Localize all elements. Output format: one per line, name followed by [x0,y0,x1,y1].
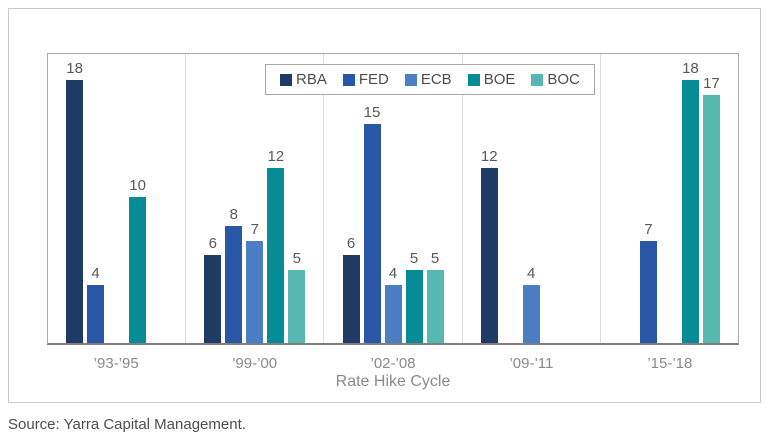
bar-group-4: 12 4 [463,54,601,343]
legend-item-boc: BOC [531,72,580,87]
bar-slots: 7 18 17 [601,54,738,343]
bar-value-label: 4 [91,265,100,282]
legend-swatch-boc [531,73,544,86]
legend-item-fed: FED [342,71,389,88]
bar-slot-ecb [108,54,125,343]
bar-slots: 18 4 10 [48,54,185,343]
legend-swatch-fed [342,73,355,86]
bar-value-label: 7 [644,221,653,238]
bar-boe-5 [681,80,699,343]
x-tick-4: ’09-’11 [509,355,554,372]
legend-swatch-rba [280,73,292,86]
bar-slot-rba: 18 [66,54,84,343]
bar-ecb-2 [246,241,264,343]
bar-slot-rba: 12 [480,54,498,343]
bar-slot-boe: 5 [405,54,423,343]
bar-value-label: 12 [480,148,498,165]
x-axis-title: Rate Hike Cycle [335,373,451,390]
bar-slot-fed: 15 [363,54,381,343]
x-tick-2: ’99-’00 [232,355,278,372]
bar-value-label: 15 [363,104,381,121]
bar-slots: 6 15 4 5 5 [324,54,461,343]
bar-value-label: 6 [208,235,217,252]
legend-item-rba: RBA [280,72,327,87]
x-tick-1: ’93-’95 [93,355,139,372]
legend-swatch-ecb [404,73,417,86]
bar-boe-2 [267,168,285,343]
bar-slot-boe: 12 [267,54,285,343]
bar-group-5: 7 18 17 [601,54,738,343]
plot-area: 18 4 10 6 8 7 12 5 6 15 4 5 5 12 4 7 18 17 [47,53,739,345]
chart-card: 18 4 10 6 8 7 12 5 6 15 4 5 5 12 4 7 18 17 RBA FED ECB BOE BO… [8,8,761,403]
bar-fed-5 [639,241,657,343]
bar-slot-ecb: 7 [246,54,264,343]
legend-item-boe: BOE [467,71,516,88]
x-tick-5: ’15-’18 [647,355,693,372]
bar-slot-fed: 7 [639,54,657,343]
bar-value-label: 5 [409,250,419,267]
bar-slot-ecb: 4 [384,54,402,343]
bar-fed-2 [225,226,243,343]
bar-fed-1 [87,285,105,343]
bar-slot-fed: 8 [225,54,243,343]
legend-swatch-boe [467,73,480,86]
legend-label: RBA [296,71,327,88]
legend-item-ecb: ECB [404,71,452,88]
bar-boc-3 [426,270,444,343]
bar-group-1: 18 4 10 [48,54,187,343]
bar-rba-2 [204,255,222,343]
bar-rba-1 [66,80,84,343]
bar-slot-rba: 6 [204,54,222,343]
legend-label: ECB [420,71,452,88]
bar-slot-boc [565,54,582,343]
bar-value-label: 17 [703,75,720,92]
bar-slot-boe [544,54,561,343]
bar-slot-fed [502,54,519,343]
bar-value-label: 12 [267,148,285,165]
bar-boc-5 [702,95,720,343]
x-tick-3: ’02-’08 [370,355,416,372]
bar-slot-fed: 4 [87,54,105,343]
legend-label: FED [358,71,389,88]
bar-slots: 12 4 [463,54,600,343]
bar-rba-4 [480,168,498,343]
source-note: Source: Yarra Capital Management. [8,416,246,433]
bar-slot-boc: 5 [426,54,444,343]
bar-value-label: 6 [346,235,356,252]
bar-slot-boc: 5 [288,54,306,343]
bar-slot-ecb: 4 [522,54,540,343]
bar-boc-2 [288,270,306,343]
bar-rba-3 [342,255,360,343]
bar-group-2: 6 8 7 12 5 [186,54,325,343]
bar-boe-1 [129,197,147,343]
bar-fed-3 [363,124,381,343]
bar-slots: 6 8 7 12 5 [186,54,323,343]
bar-boe-3 [405,270,423,343]
bar-group-3: 6 15 4 5 5 [324,54,463,343]
bar-value-label: 5 [292,250,301,267]
bar-slot-boe: 18 [681,54,699,343]
bar-slot-rba: 6 [342,54,360,343]
bar-value-label: 10 [129,177,146,194]
bar-value-label: 7 [250,221,259,238]
legend-label: BOE [483,71,516,88]
bar-slot-boc: 17 [702,54,720,343]
bar-ecb-4 [522,285,540,343]
x-axis-tick-labels: ’93-’95 ’99-’00 ’02-’08 ’09-’11 ’15-’18 [47,355,739,372]
bar-ecb-3 [384,285,402,343]
bar-slot-rba [619,54,636,343]
bar-slot-boc [150,54,167,343]
legend-label: BOC [547,71,580,88]
bar-value-label: 8 [229,206,238,223]
bar-value-label: 18 [66,60,83,77]
bar-value-label: 4 [527,265,536,282]
bar-slot-ecb [661,54,678,343]
bar-slot-boe: 10 [129,54,147,343]
legend: RBA FED ECB BOE BOC [265,64,595,95]
bar-value-label: 18 [682,60,699,77]
bar-value-label: 5 [430,250,440,267]
bar-value-label: 4 [388,265,398,282]
